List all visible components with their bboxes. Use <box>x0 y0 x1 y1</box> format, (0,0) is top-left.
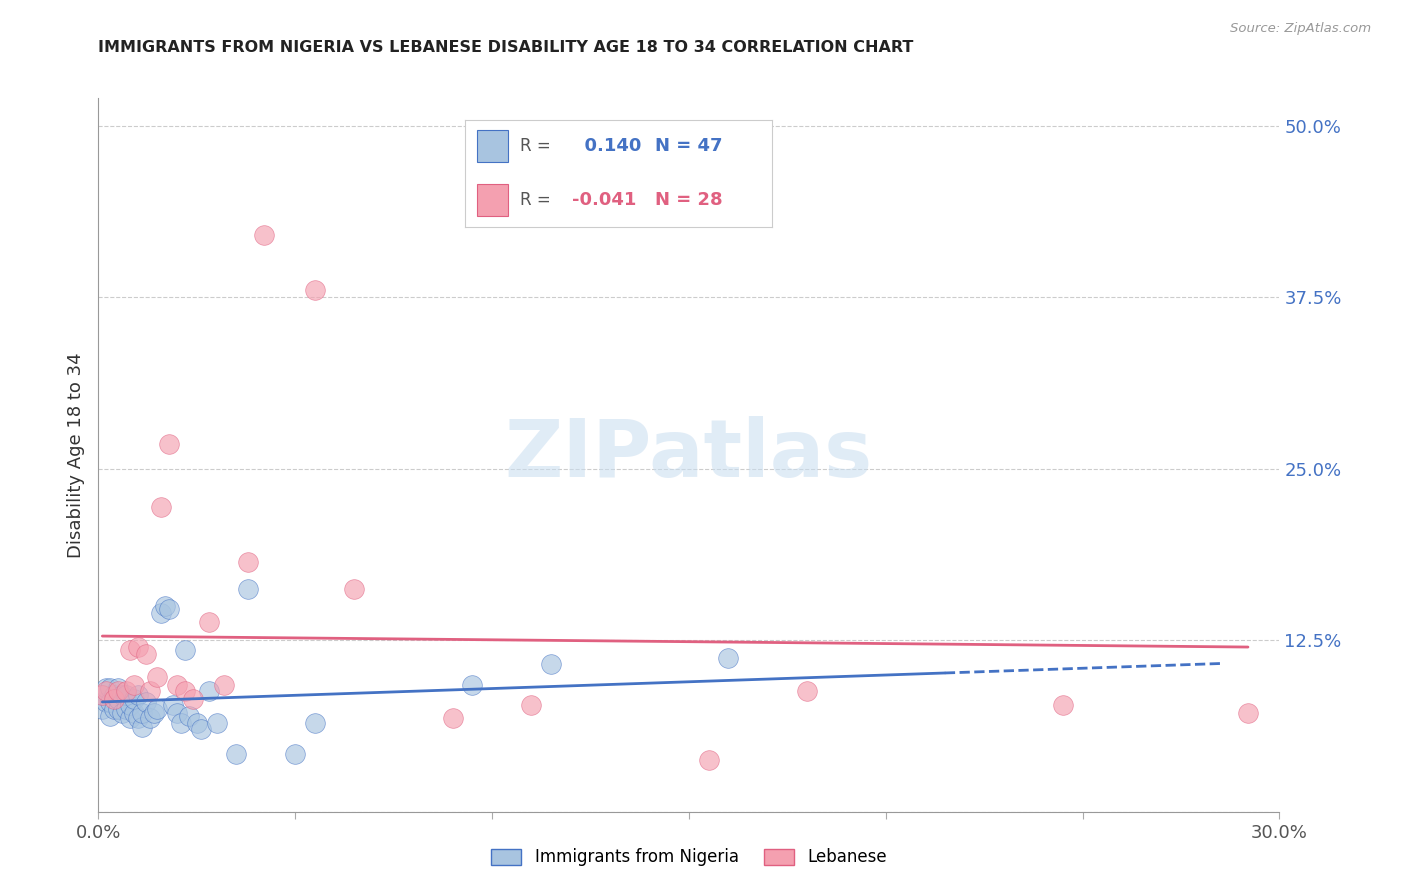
Point <box>441 711 464 725</box>
Point <box>122 692 145 706</box>
Point <box>197 615 219 630</box>
Point <box>177 708 200 723</box>
Point <box>520 698 543 712</box>
Point <box>157 601 180 615</box>
Point <box>236 555 259 569</box>
Point <box>138 711 160 725</box>
Point <box>146 702 169 716</box>
Text: R =: R = <box>520 137 551 155</box>
Point <box>131 706 153 720</box>
Point <box>174 642 197 657</box>
Point <box>127 711 149 725</box>
Text: ZIPatlas: ZIPatlas <box>505 416 873 494</box>
Point <box>103 688 125 702</box>
Point <box>107 702 129 716</box>
Point <box>166 706 188 720</box>
Point <box>717 651 740 665</box>
Text: N = 47: N = 47 <box>655 137 723 155</box>
Point <box>304 283 326 297</box>
Point <box>796 684 818 698</box>
Point <box>91 688 114 702</box>
Point <box>170 715 193 730</box>
Point <box>91 688 114 702</box>
Text: IMMIGRANTS FROM NIGERIA VS LEBANESE DISABILITY AGE 18 TO 34 CORRELATION CHART: IMMIGRANTS FROM NIGERIA VS LEBANESE DISA… <box>98 40 914 55</box>
Point <box>96 681 118 696</box>
Point <box>1237 706 1260 720</box>
Point <box>127 640 149 654</box>
Point <box>91 702 114 716</box>
Point <box>225 747 247 761</box>
Point <box>98 695 121 709</box>
Point <box>131 720 153 734</box>
Point <box>111 688 134 702</box>
Point <box>142 706 165 720</box>
Y-axis label: Disability Age 18 to 34: Disability Age 18 to 34 <box>66 352 84 558</box>
Point <box>205 715 228 730</box>
Point <box>162 698 184 712</box>
Point <box>157 437 180 451</box>
Point <box>122 706 145 720</box>
Point <box>461 678 484 692</box>
Point <box>166 678 188 692</box>
Point <box>115 688 138 702</box>
Point <box>115 702 138 716</box>
Point <box>107 681 129 696</box>
Point <box>107 692 129 706</box>
Point <box>103 692 125 706</box>
Point <box>343 582 366 597</box>
Point <box>115 684 138 698</box>
Point <box>253 228 276 243</box>
Point <box>107 684 129 698</box>
Point <box>96 695 118 709</box>
Point <box>103 702 125 716</box>
Text: -0.041: -0.041 <box>572 191 637 209</box>
Text: R =: R = <box>520 191 551 209</box>
Point <box>304 715 326 730</box>
Point <box>138 684 160 698</box>
Point <box>118 698 141 712</box>
Point <box>111 706 134 720</box>
Point <box>181 692 204 706</box>
Point <box>214 678 236 692</box>
Point <box>284 747 307 761</box>
Point <box>96 684 118 698</box>
Bar <box>477 130 508 162</box>
Point <box>146 670 169 684</box>
Point <box>127 688 149 702</box>
Point <box>190 723 212 737</box>
Point <box>186 715 208 730</box>
Point <box>118 711 141 725</box>
Text: N = 28: N = 28 <box>655 191 723 209</box>
Point <box>98 681 121 696</box>
Bar <box>477 184 508 216</box>
Point <box>118 642 141 657</box>
Point <box>135 647 157 661</box>
Point <box>174 684 197 698</box>
Point <box>155 599 177 613</box>
Point <box>122 678 145 692</box>
Point <box>150 500 173 514</box>
Point <box>98 708 121 723</box>
Point <box>197 684 219 698</box>
Point <box>135 695 157 709</box>
Text: Source: ZipAtlas.com: Source: ZipAtlas.com <box>1230 22 1371 36</box>
Legend: Immigrants from Nigeria, Lebanese: Immigrants from Nigeria, Lebanese <box>482 840 896 875</box>
Point <box>236 582 259 597</box>
Point <box>540 657 562 671</box>
Point <box>1052 698 1074 712</box>
Point <box>697 753 720 767</box>
Text: 0.140: 0.140 <box>572 137 641 155</box>
Point <box>150 606 173 620</box>
